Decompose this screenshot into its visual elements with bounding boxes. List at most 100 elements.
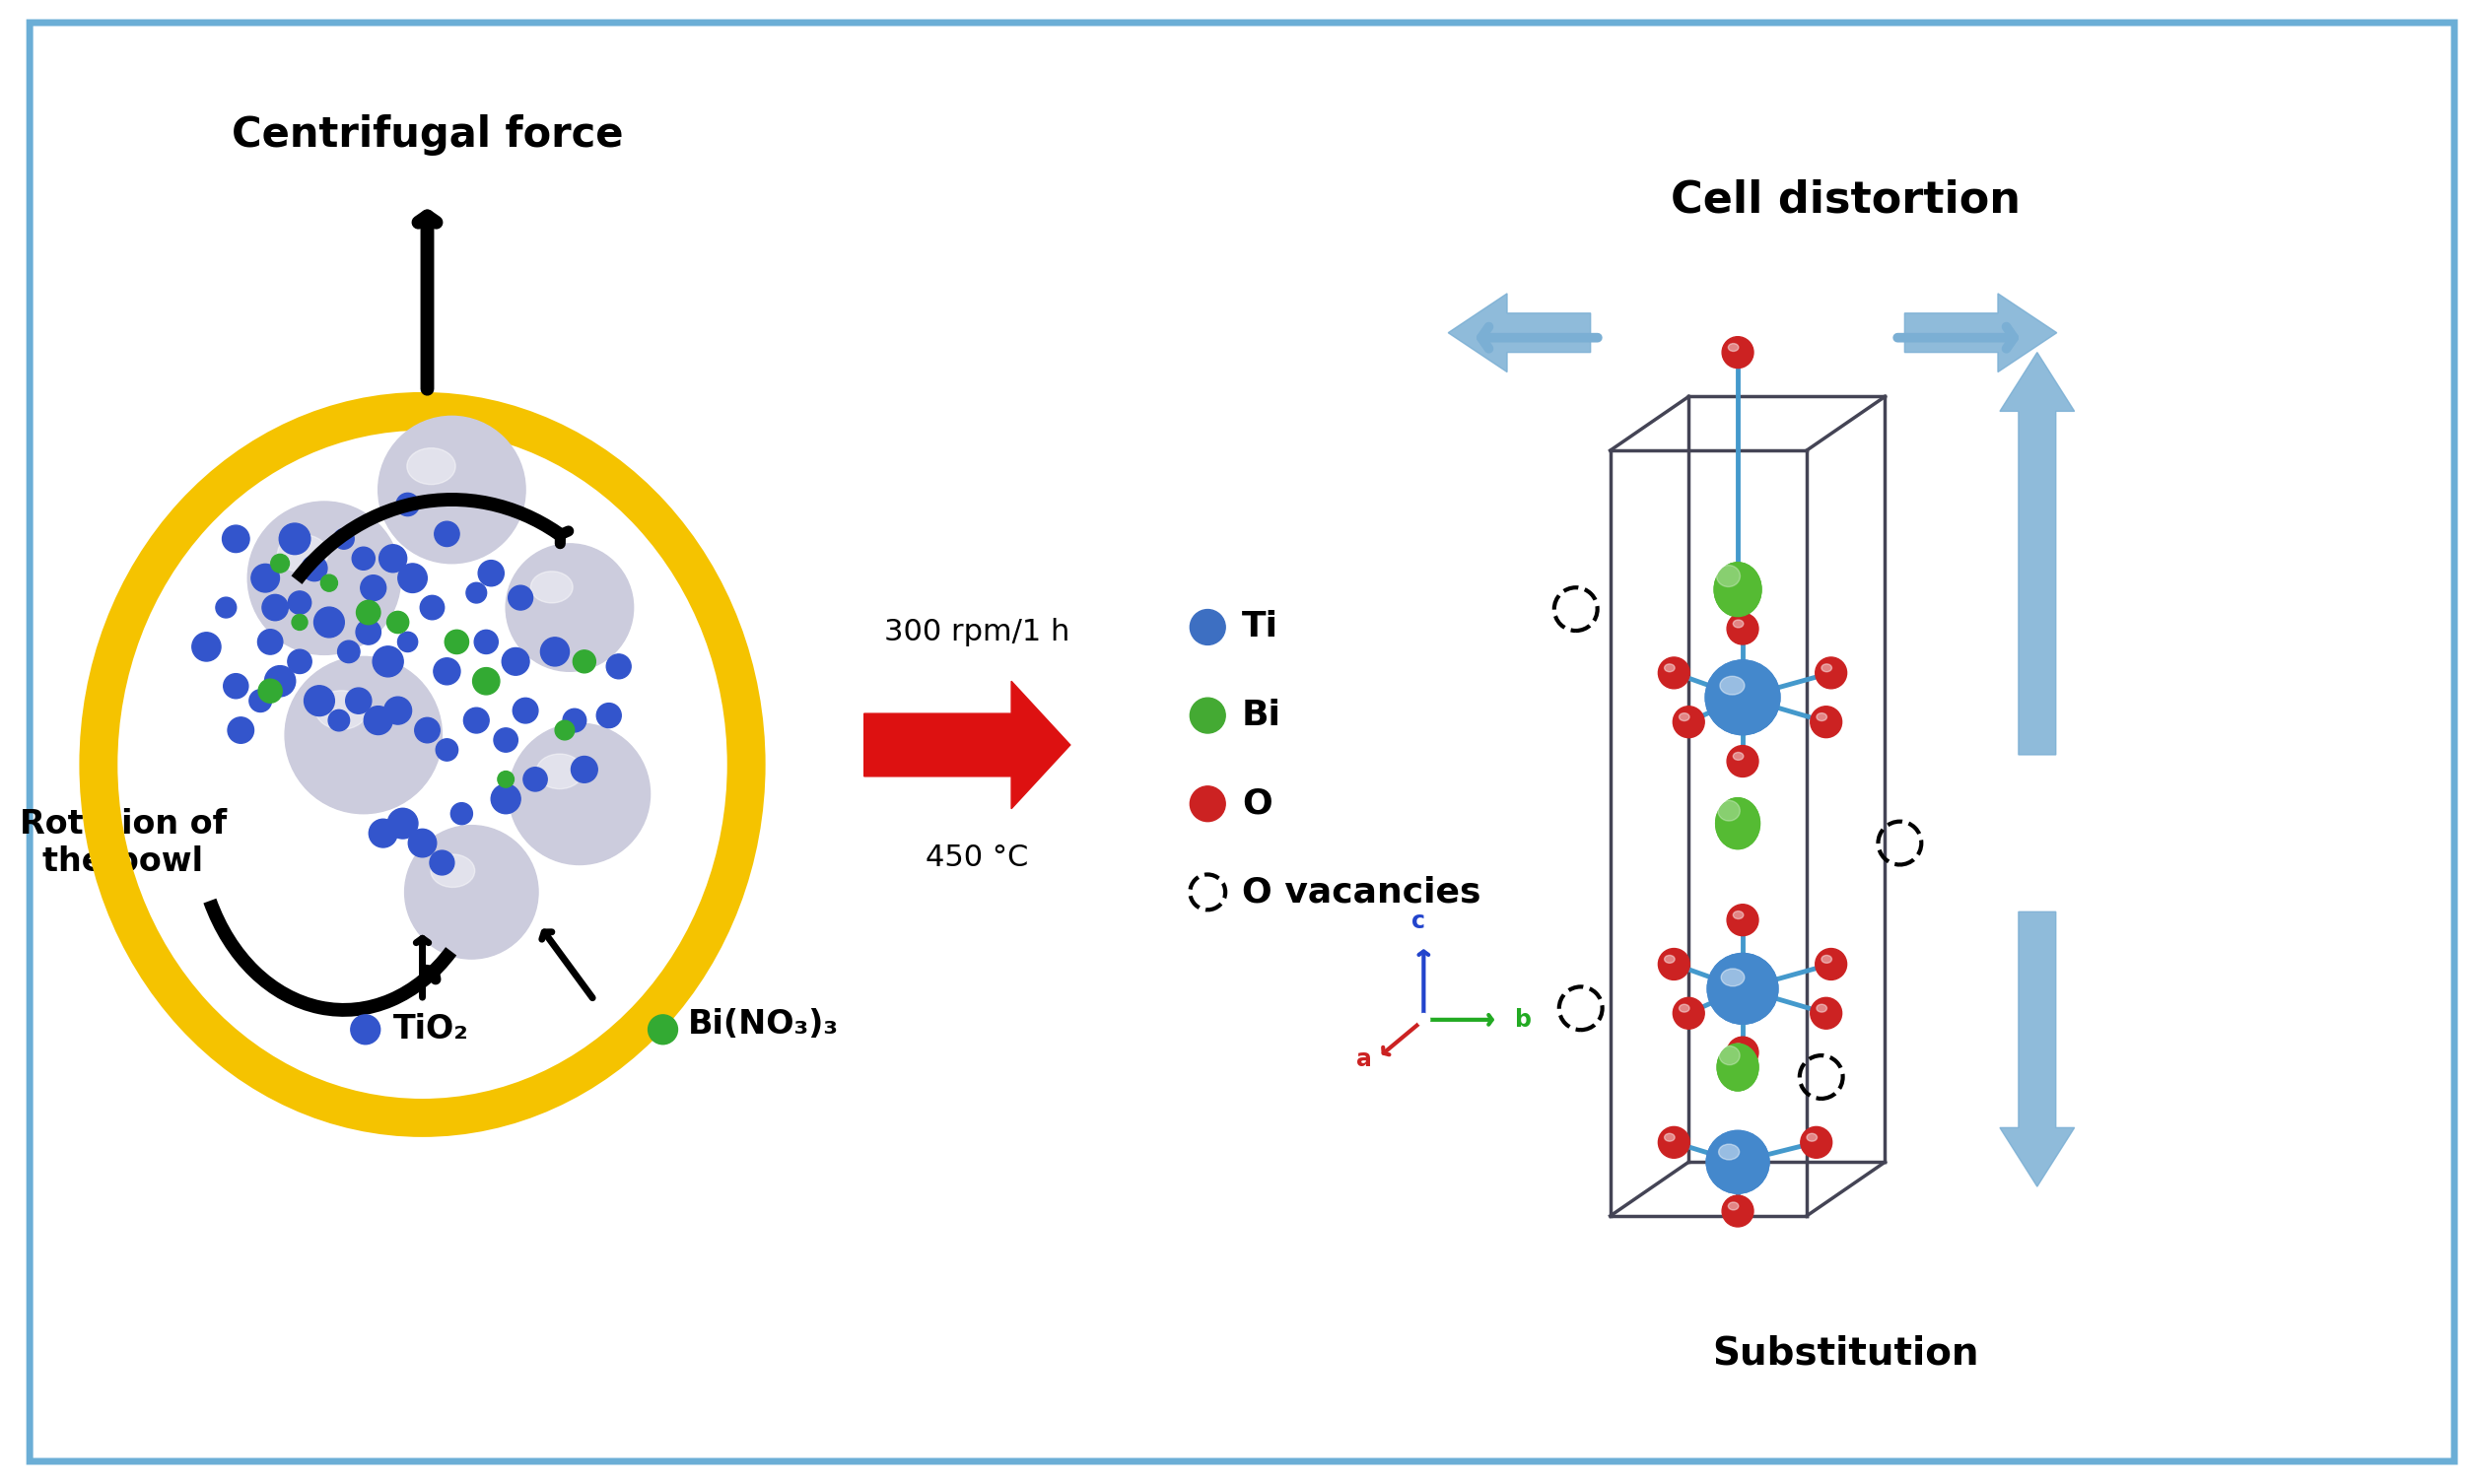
Ellipse shape xyxy=(1729,1160,1757,1175)
Ellipse shape xyxy=(1816,1005,1826,1012)
Circle shape xyxy=(1811,997,1841,1028)
Ellipse shape xyxy=(406,448,455,484)
Text: b: b xyxy=(1514,1008,1531,1031)
Ellipse shape xyxy=(1685,1012,1697,1020)
Ellipse shape xyxy=(1714,798,1759,849)
FancyBboxPatch shape xyxy=(30,22,2454,1462)
Ellipse shape xyxy=(1737,1052,1752,1060)
Circle shape xyxy=(388,809,418,838)
Circle shape xyxy=(465,583,487,603)
Circle shape xyxy=(435,521,460,546)
Text: O vacancies: O vacancies xyxy=(1242,876,1482,908)
Circle shape xyxy=(574,650,596,672)
Ellipse shape xyxy=(1665,956,1675,963)
Ellipse shape xyxy=(1680,714,1690,721)
Text: Centrifugal force: Centrifugal force xyxy=(233,114,623,156)
Ellipse shape xyxy=(1719,1144,1739,1160)
Circle shape xyxy=(477,561,505,586)
Circle shape xyxy=(351,548,376,570)
Ellipse shape xyxy=(1665,1134,1675,1141)
Circle shape xyxy=(445,629,468,654)
Circle shape xyxy=(1727,1037,1759,1068)
Circle shape xyxy=(252,564,280,592)
Ellipse shape xyxy=(1826,963,1841,971)
Circle shape xyxy=(322,574,336,592)
Circle shape xyxy=(475,631,497,654)
Circle shape xyxy=(1658,948,1690,979)
Circle shape xyxy=(430,850,455,876)
Ellipse shape xyxy=(430,855,475,887)
Circle shape xyxy=(334,528,354,549)
Text: Rotation of
the bowl: Rotation of the bowl xyxy=(20,807,228,879)
Circle shape xyxy=(364,706,393,735)
Ellipse shape xyxy=(1806,1134,1816,1141)
Polygon shape xyxy=(1905,294,2056,372)
Text: Bi: Bi xyxy=(1242,699,1282,732)
Polygon shape xyxy=(1447,294,1591,372)
Circle shape xyxy=(606,654,631,678)
Circle shape xyxy=(346,689,371,714)
Circle shape xyxy=(539,637,569,666)
Ellipse shape xyxy=(1722,969,1744,987)
Circle shape xyxy=(336,641,359,663)
Circle shape xyxy=(223,674,247,699)
Ellipse shape xyxy=(1717,565,1739,586)
Circle shape xyxy=(648,1015,678,1045)
Circle shape xyxy=(1418,1014,1430,1025)
Circle shape xyxy=(406,825,539,959)
Circle shape xyxy=(554,721,574,741)
Polygon shape xyxy=(863,681,1071,809)
Circle shape xyxy=(463,708,490,733)
Ellipse shape xyxy=(317,690,369,730)
Ellipse shape xyxy=(450,890,512,920)
Ellipse shape xyxy=(1714,562,1761,616)
Ellipse shape xyxy=(1719,677,1744,695)
Circle shape xyxy=(524,767,547,791)
Text: Substitution: Substitution xyxy=(1712,1334,1979,1373)
Polygon shape xyxy=(1999,911,2076,1187)
Ellipse shape xyxy=(1737,628,1752,635)
Ellipse shape xyxy=(1732,696,1766,714)
Circle shape xyxy=(1190,787,1225,822)
Circle shape xyxy=(1672,997,1705,1028)
Ellipse shape xyxy=(1811,1143,1826,1149)
Circle shape xyxy=(1707,953,1779,1024)
Circle shape xyxy=(262,595,287,620)
Ellipse shape xyxy=(1722,969,1744,987)
Circle shape xyxy=(416,718,440,743)
Ellipse shape xyxy=(1821,721,1836,729)
Circle shape xyxy=(361,576,386,601)
Text: O: O xyxy=(1242,787,1272,821)
Circle shape xyxy=(383,697,411,724)
Circle shape xyxy=(507,586,532,610)
Ellipse shape xyxy=(1670,963,1682,971)
Circle shape xyxy=(257,680,282,703)
Circle shape xyxy=(1190,610,1225,646)
Circle shape xyxy=(1727,904,1759,936)
Ellipse shape xyxy=(1670,672,1682,680)
Circle shape xyxy=(379,545,406,573)
Circle shape xyxy=(374,646,403,677)
Ellipse shape xyxy=(1685,721,1697,729)
Circle shape xyxy=(596,703,621,727)
Circle shape xyxy=(369,819,398,847)
Circle shape xyxy=(497,772,515,788)
Ellipse shape xyxy=(1732,988,1764,1003)
Circle shape xyxy=(285,656,443,813)
Circle shape xyxy=(223,525,250,552)
Ellipse shape xyxy=(302,576,371,611)
Circle shape xyxy=(502,649,529,675)
Text: Ti: Ti xyxy=(1242,610,1279,644)
Circle shape xyxy=(1722,1196,1754,1227)
Ellipse shape xyxy=(1717,565,1739,586)
Circle shape xyxy=(329,709,349,732)
Circle shape xyxy=(421,595,445,620)
Circle shape xyxy=(265,666,294,696)
Circle shape xyxy=(564,709,586,732)
Circle shape xyxy=(247,502,401,654)
Ellipse shape xyxy=(1737,920,1752,926)
Circle shape xyxy=(398,564,428,592)
Circle shape xyxy=(356,601,381,625)
Ellipse shape xyxy=(1821,956,1831,963)
Text: 450 °C: 450 °C xyxy=(925,843,1029,871)
